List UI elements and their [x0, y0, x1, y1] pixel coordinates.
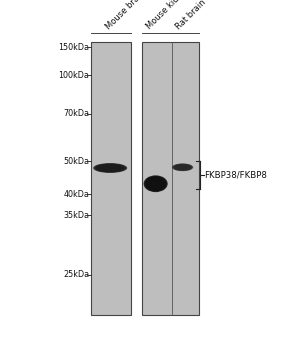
Text: Rat brain: Rat brain [174, 0, 208, 32]
Text: 40kDa: 40kDa [64, 190, 89, 199]
Ellipse shape [93, 163, 127, 173]
Ellipse shape [148, 178, 163, 189]
Ellipse shape [144, 175, 168, 192]
Ellipse shape [104, 166, 116, 170]
Text: 50kDa: 50kDa [63, 156, 89, 166]
Ellipse shape [103, 166, 118, 170]
Text: Mouse kidney: Mouse kidney [144, 0, 192, 32]
Ellipse shape [145, 176, 166, 191]
Ellipse shape [174, 164, 191, 170]
Ellipse shape [181, 167, 184, 168]
Bar [91, 42, 131, 315]
Ellipse shape [153, 182, 158, 186]
Ellipse shape [154, 183, 157, 185]
Ellipse shape [174, 164, 192, 170]
Text: 150kDa: 150kDa [59, 43, 89, 52]
Ellipse shape [96, 164, 125, 172]
Ellipse shape [108, 167, 113, 169]
Ellipse shape [149, 179, 162, 189]
Text: Mouse brain: Mouse brain [105, 0, 147, 32]
Bar [142, 42, 199, 315]
Ellipse shape [98, 164, 122, 172]
Ellipse shape [101, 165, 120, 171]
Ellipse shape [97, 164, 124, 172]
Text: 70kDa: 70kDa [63, 109, 89, 118]
Ellipse shape [179, 166, 186, 168]
Ellipse shape [173, 164, 193, 171]
Ellipse shape [151, 181, 160, 187]
Ellipse shape [176, 165, 189, 170]
Ellipse shape [177, 165, 189, 169]
Ellipse shape [182, 167, 183, 168]
Ellipse shape [155, 183, 156, 184]
Ellipse shape [180, 167, 185, 168]
Text: 100kDa: 100kDa [59, 71, 89, 80]
Ellipse shape [150, 180, 162, 188]
Ellipse shape [145, 176, 167, 191]
Ellipse shape [172, 163, 193, 171]
Ellipse shape [152, 181, 159, 186]
Ellipse shape [175, 164, 190, 170]
Text: FKBP38/FKBP8: FKBP38/FKBP8 [204, 170, 267, 180]
Ellipse shape [147, 178, 164, 190]
Text: 25kDa: 25kDa [63, 270, 89, 279]
Ellipse shape [99, 165, 121, 171]
Text: 35kDa: 35kDa [63, 211, 89, 220]
Ellipse shape [94, 163, 126, 173]
Ellipse shape [146, 177, 165, 190]
Ellipse shape [151, 180, 161, 187]
Ellipse shape [106, 167, 114, 169]
Ellipse shape [177, 165, 188, 169]
Ellipse shape [179, 166, 186, 169]
Ellipse shape [102, 166, 119, 170]
Ellipse shape [178, 166, 187, 169]
Ellipse shape [105, 167, 115, 169]
